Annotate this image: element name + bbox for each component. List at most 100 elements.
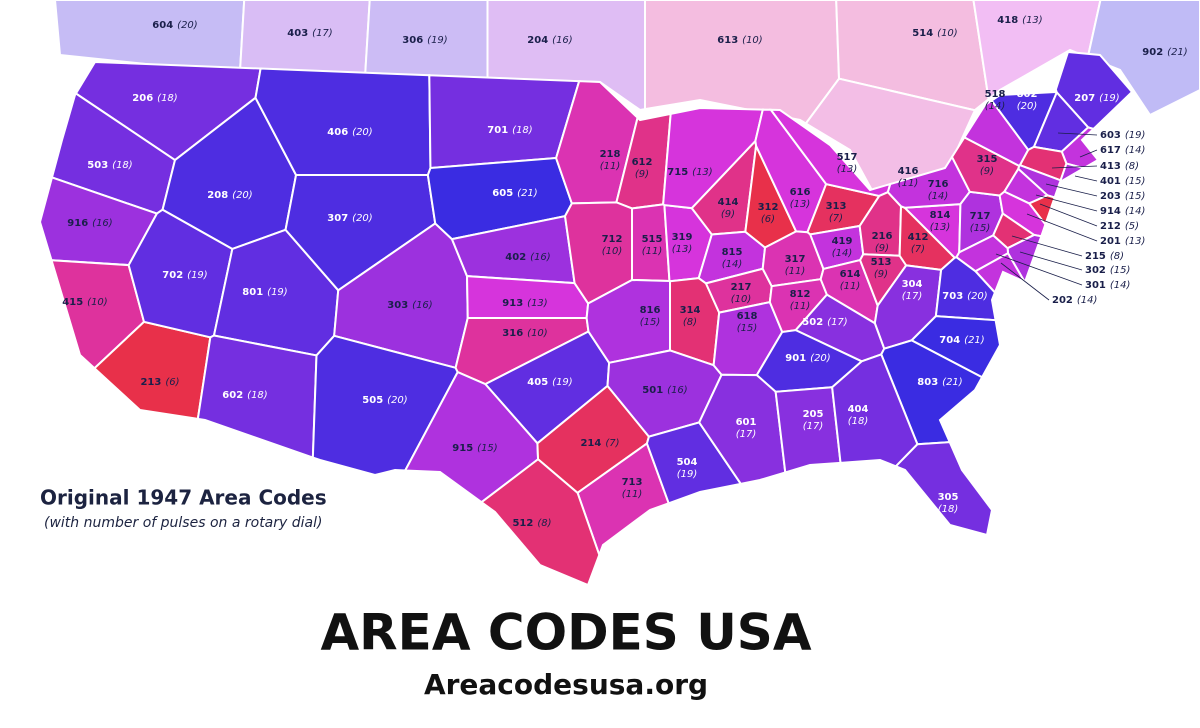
region-label: 306 (19) [402,35,447,46]
leader-line [995,253,1083,286]
area-code: 517 [837,152,858,163]
region-label: 201 (13) [1100,236,1145,247]
pulse-count: (15) [970,223,991,234]
region-label: 916 (16) [67,218,112,229]
region-label: 713 (11) [622,477,643,500]
region [972,0,1102,101]
pulse-count: (15) [1125,176,1146,187]
region-label: 816 (15) [640,305,661,328]
region-label: 517 (13) [837,152,858,175]
region-label: 502 (17) [802,317,847,328]
region-label: 315 (9) [977,154,998,177]
pulse-count: (9) [874,269,888,280]
footer-heading: AREA CODES USA [320,604,811,662]
area-code: 602 [222,390,243,401]
area-code: 202 [1052,295,1073,306]
pulse-count: (19) [1125,130,1146,141]
area-code: 812 [790,289,811,300]
pulse-count: (6) [165,377,179,388]
region-label: 208 (20) [207,190,252,201]
pulse-count: (16) [667,385,688,396]
pulse-count: (10) [731,294,752,305]
footer-site: Areacodesusa.org [424,668,708,701]
pulse-count: (10) [742,35,763,46]
region-label: 405 (19) [527,377,572,388]
area-code: 205 [803,409,824,420]
pulse-count: (7) [911,244,925,255]
pulse-count: (7) [605,438,619,449]
area-code: 914 [1100,206,1121,217]
pulse-count: (18) [157,93,178,104]
area-code: 715 [667,167,688,178]
area-code: 301 [1085,280,1106,291]
region-label: 604 (20) [152,20,197,31]
region-label: 301 (14) [1085,280,1130,291]
pulse-count: (13) [692,167,713,178]
leader-line [1051,165,1098,169]
region-label: 415 (10) [62,297,107,308]
region [934,256,997,322]
region-label: 814 (13) [930,210,951,233]
region-label: 503 (18) [87,160,132,171]
pulse-count: (15) [1125,191,1146,202]
area-code: 416 [898,166,919,177]
region-label: 902 (21) [1142,47,1187,58]
region-label: 412 (7) [908,232,929,255]
region-label: 715 (13) [667,167,712,178]
region-label: 305 (18) [938,492,959,515]
region-label: 402 (16) [505,252,550,263]
leader-line [1000,262,1050,301]
region-label: 406 (20) [327,127,372,138]
region-label: 214 (7) [580,438,619,449]
area-code: 514 [912,28,933,39]
area-code: 403 [287,28,308,39]
area-code: 612 [632,157,653,168]
leader-line [1035,194,1098,212]
region-label: 602 (18) [222,390,267,401]
region-label: 812 (11) [790,289,811,312]
area-code: 419 [832,236,853,247]
pulse-count: (18) [247,390,268,401]
region-label: 404 (18) [848,404,869,427]
area-code: 412 [908,232,929,243]
region-label: 518 (14) [985,89,1006,112]
regions [38,0,1200,587]
area-code: 503 [87,160,108,171]
region-label: 712 (10) [602,234,623,257]
pulse-count: (9) [875,243,889,254]
region-label: 307 (20) [327,213,372,224]
area-code: 213 [140,377,161,388]
pulse-count: (17) [312,28,333,39]
region-label: 901 (20) [785,353,830,364]
pulse-count: (7) [829,213,843,224]
area-code: 902 [1142,47,1163,58]
area-code: 305 [938,492,959,503]
pulse-count: (11) [622,489,643,500]
area-code: 617 [1100,145,1121,156]
region-label: 701 (18) [487,125,532,136]
area-code: 316 [502,328,523,339]
area-code: 913 [502,298,523,309]
area-code: 317 [785,254,806,265]
region-label: 815 (14) [722,247,743,270]
area-code: 215 [1085,251,1106,262]
area-code: 717 [970,211,991,222]
area-code: 218 [600,149,621,160]
area-code: 504 [677,457,698,468]
leader-line [1039,203,1098,227]
area-code: 304 [902,279,923,290]
region-label: 419 (14) [832,236,853,259]
area-code: 414 [718,197,739,208]
region-label: 418 (13) [997,15,1042,26]
region-label: 501 (16) [642,385,687,396]
pulse-count: (20) [177,20,198,31]
region-label: 312 (6) [758,202,779,225]
pulse-count: (19) [187,270,208,281]
area-code: 217 [731,282,752,293]
region-label: 612 (9) [632,157,653,180]
area-code: 216 [872,231,893,242]
area-code: 206 [132,93,153,104]
pulse-count: (9) [721,209,735,220]
pulse-count: (10) [937,28,958,39]
